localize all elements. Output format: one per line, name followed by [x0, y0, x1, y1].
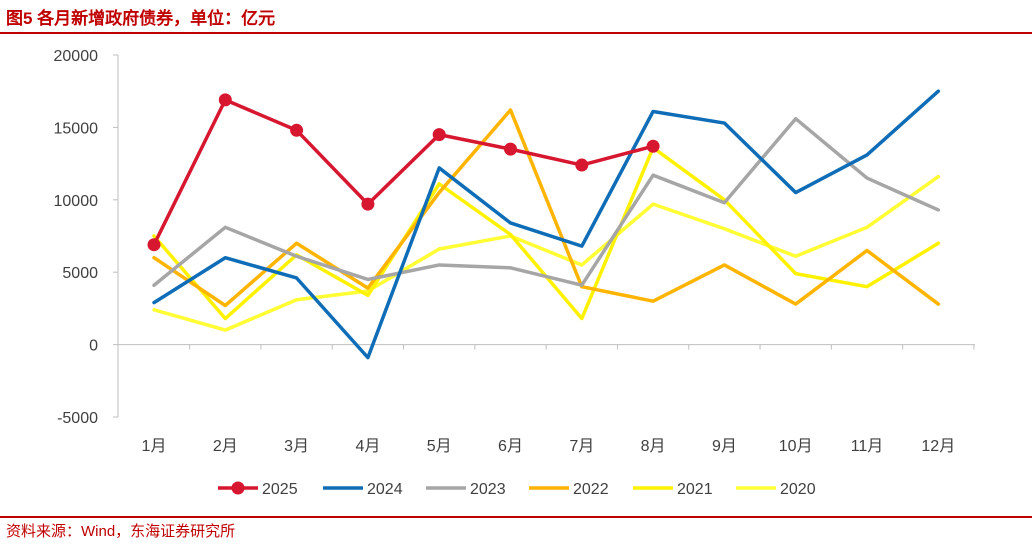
- x-tick-label: 10月: [779, 438, 813, 455]
- legend-marker-2025: [231, 481, 245, 495]
- legend-label-2023: 2023: [470, 481, 506, 498]
- x-tick-label: 3月: [284, 438, 309, 455]
- data-point-2025: [290, 123, 304, 137]
- y-tick-label: -5000: [57, 410, 98, 427]
- series-line-2022: [152, 108, 941, 308]
- x-tick-label: 5月: [427, 438, 452, 455]
- top-divider: [0, 32, 1032, 34]
- legend-label-2021: 2021: [677, 481, 713, 498]
- data-point-2025: [575, 158, 589, 172]
- x-tick-label: 8月: [641, 438, 666, 455]
- y-tick-label: 5000: [62, 265, 98, 282]
- figure-title: 图5 各月新增政府债券，单位：亿元: [6, 9, 276, 28]
- series-layer: [147, 89, 941, 360]
- x-tick-label: 11月: [851, 438, 884, 455]
- y-axis: 20000 15000 10000 5000 0 -5000: [54, 48, 119, 427]
- legend-label-2020: 2020: [780, 481, 816, 498]
- data-point-2025: [646, 139, 660, 153]
- series-line-2024: [152, 89, 941, 360]
- y-tick-label: 20000: [54, 48, 99, 65]
- y-tick-label: 0: [89, 338, 98, 355]
- series-line-2023: [152, 116, 941, 287]
- series-line-2020: [152, 174, 941, 332]
- bottom-divider: [0, 516, 1032, 518]
- data-point-2025: [432, 128, 446, 142]
- legend-label-2025: 2025: [262, 481, 298, 498]
- x-tick-label: 6月: [498, 438, 523, 455]
- line-chart: 20000 15000 10000 5000 0 -5000 1月 2月 3月 4月 5月 6月 7月…: [54, 48, 975, 498]
- x-tick-label: 1月: [142, 438, 167, 455]
- x-tick-label: 9月: [712, 438, 737, 455]
- x-tick-label: 4月: [355, 438, 380, 455]
- x-tick-label: 12月: [921, 438, 955, 455]
- legend-label-2022: 2022: [573, 481, 609, 498]
- x-tick-label: 7月: [569, 438, 594, 455]
- y-tick-label: 10000: [54, 193, 99, 210]
- x-axis: 1月 2月 3月 4月 5月 6月 7月 8月 9月 10月 11月 12月: [118, 344, 975, 455]
- data-point-2025: [504, 142, 517, 156]
- x-tick-label: 2月: [213, 438, 238, 455]
- legend-label-2024: 2024: [367, 481, 403, 498]
- data-point-2025: [361, 197, 375, 211]
- series-line-2025: [152, 98, 655, 247]
- y-tick-label: 15000: [54, 120, 99, 137]
- source-note: 资料来源：Wind，东海证券研究所: [6, 523, 236, 540]
- data-point-2025: [147, 238, 161, 252]
- data-point-2025: [218, 93, 232, 107]
- legend: 2025 2024 2023 2022 2021 2020: [218, 481, 816, 498]
